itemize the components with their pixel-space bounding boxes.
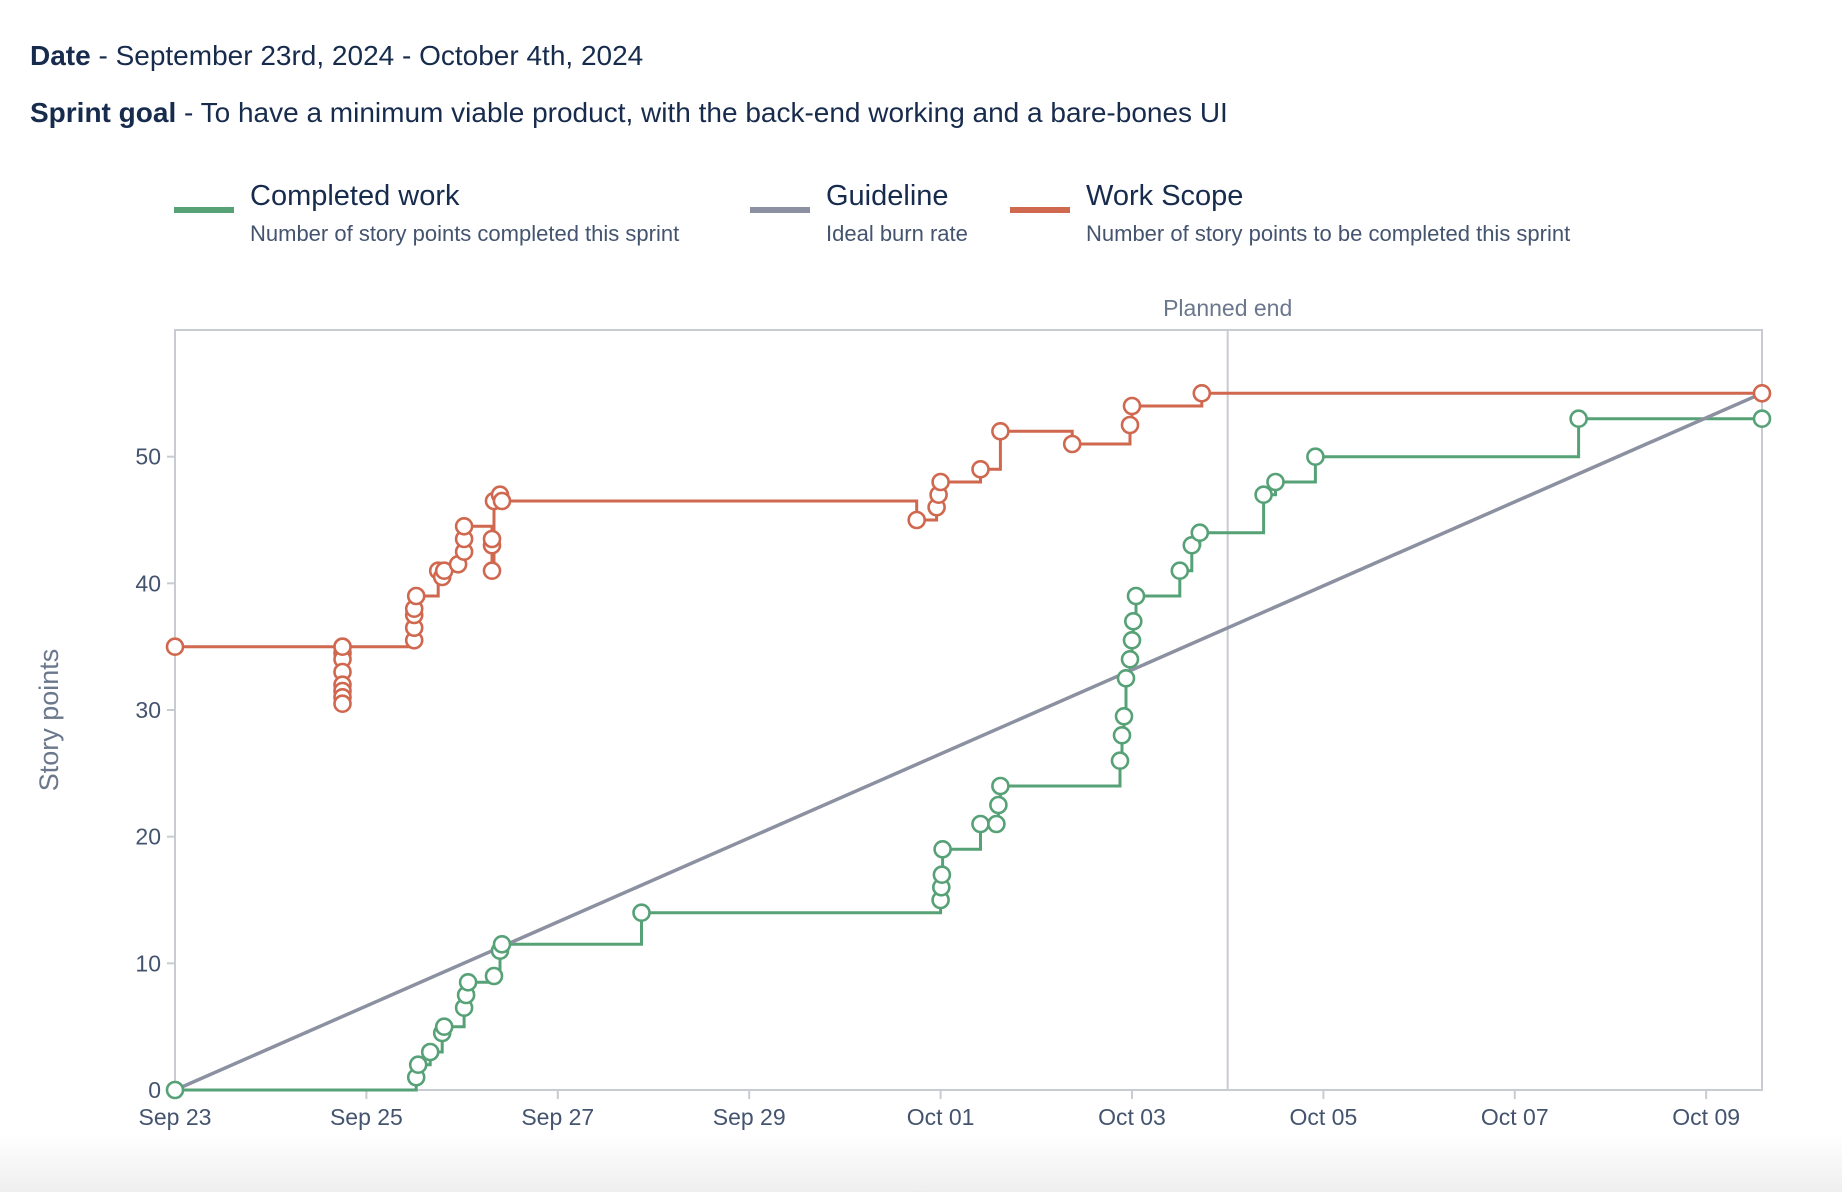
legend-desc-work-scope: Number of story points to be completed t… bbox=[1086, 221, 1571, 246]
x-tick-label: Sep 29 bbox=[713, 1104, 786, 1130]
sprint-goal-line: Sprint goal - To have a minimum viable p… bbox=[30, 97, 1228, 129]
data-point-completed-work bbox=[1190, 523, 1210, 543]
data-point-work-scope bbox=[971, 459, 990, 479]
goal-label: Sprint goal bbox=[30, 97, 177, 128]
data-point-work-scope bbox=[1120, 415, 1140, 435]
data-point-completed-work bbox=[971, 814, 990, 834]
data-point-completed-work bbox=[987, 814, 1006, 834]
data-point-completed-work bbox=[1752, 409, 1772, 429]
data-point-completed-work bbox=[1110, 751, 1130, 771]
y-axis-title: Story points bbox=[34, 649, 64, 792]
data-point-work-scope bbox=[1192, 383, 1212, 403]
data-point-work-scope bbox=[406, 586, 426, 606]
x-tick-label: Sep 23 bbox=[139, 1104, 212, 1130]
legend-swatch-guideline bbox=[750, 207, 810, 213]
data-point-completed-work bbox=[932, 865, 952, 885]
data-point-completed-work bbox=[989, 795, 1008, 815]
x-tick-label: Oct 05 bbox=[1289, 1104, 1357, 1130]
y-tick-label: 10 bbox=[135, 950, 161, 976]
y-tick-label: 20 bbox=[135, 824, 161, 850]
data-point-completed-work bbox=[492, 934, 512, 954]
data-point-completed-work bbox=[1266, 472, 1285, 492]
series-line-work-scope bbox=[175, 391, 1762, 704]
series-line-completed-work bbox=[175, 417, 1762, 1092]
goal-value: - To have a minimum viable product, with… bbox=[176, 97, 1228, 128]
data-point-work-scope bbox=[907, 510, 927, 530]
data-point-completed-work bbox=[408, 1055, 428, 1074]
data-point-completed-work bbox=[1254, 485, 1273, 505]
plot-frame bbox=[174, 329, 1763, 1091]
data-point-completed-work bbox=[1569, 409, 1588, 429]
x-tick-label: Sep 27 bbox=[521, 1104, 594, 1130]
data-point-work-scope bbox=[482, 529, 502, 549]
data-point-work-scope bbox=[454, 516, 474, 536]
data-point-completed-work bbox=[1120, 649, 1140, 669]
data-point-completed-work bbox=[458, 972, 478, 992]
x-tick-label: Oct 01 bbox=[907, 1104, 975, 1130]
legend-swatch-work-scope bbox=[1010, 207, 1070, 213]
legend-title-completed-work: Completed work bbox=[250, 180, 460, 212]
planned-end-label: Planned end bbox=[1163, 295, 1292, 321]
data-point-work-scope bbox=[333, 637, 352, 657]
date-value: - September 23rd, 2024 - October 4th, 20… bbox=[90, 40, 644, 71]
data-point-completed-work bbox=[484, 966, 504, 986]
data-point-completed-work bbox=[420, 1042, 440, 1062]
data-point-work-scope bbox=[991, 421, 1010, 441]
data-point-work-scope bbox=[333, 694, 352, 714]
data-point-completed-work bbox=[991, 776, 1010, 796]
data-point-completed-work bbox=[1126, 586, 1146, 606]
data-point-completed-work bbox=[434, 1017, 454, 1036]
data-point-completed-work bbox=[1116, 668, 1136, 688]
legend-title-work-scope: Work Scope bbox=[1086, 180, 1244, 212]
y-tick-label: 0 bbox=[148, 1077, 161, 1103]
data-point-completed-work bbox=[1114, 706, 1134, 726]
y-tick-label: 30 bbox=[135, 697, 161, 723]
data-point-completed-work bbox=[1112, 725, 1132, 745]
x-tick-label: Sep 25 bbox=[330, 1104, 403, 1130]
data-point-completed-work bbox=[1122, 630, 1142, 650]
data-point-work-scope bbox=[1122, 396, 1142, 416]
x-tick-label: Oct 03 bbox=[1098, 1104, 1166, 1130]
x-axis-title: Date bbox=[910, 1186, 967, 1192]
y-tick-label: 50 bbox=[135, 444, 161, 470]
data-point-work-scope bbox=[931, 472, 950, 492]
series-line-guideline bbox=[174, 391, 1763, 1092]
legend-desc-completed-work: Number of story points completed this sp… bbox=[250, 221, 680, 246]
legend-desc-guideline: Ideal burn rate bbox=[826, 221, 968, 246]
x-tick-label: Oct 07 bbox=[1481, 1104, 1549, 1130]
data-point-work-scope bbox=[1752, 383, 1772, 403]
date-label: Date bbox=[30, 40, 91, 71]
data-point-completed-work bbox=[165, 1080, 185, 1100]
data-point-work-scope bbox=[492, 491, 512, 511]
y-tick-label: 40 bbox=[135, 570, 161, 596]
data-point-completed-work bbox=[933, 839, 952, 859]
sprint-date-line: Date - September 23rd, 2024 - October 4t… bbox=[30, 40, 643, 72]
legend-title-guideline: Guideline bbox=[826, 180, 949, 212]
legend-swatch-completed-work bbox=[174, 207, 234, 213]
data-point-work-scope bbox=[482, 561, 502, 581]
data-point-completed-work bbox=[1170, 561, 1190, 581]
x-tick-label: Oct 09 bbox=[1672, 1104, 1740, 1130]
data-point-completed-work bbox=[1306, 447, 1325, 467]
data-point-completed-work bbox=[632, 903, 651, 923]
data-point-work-scope bbox=[165, 637, 185, 657]
data-point-work-scope bbox=[1062, 434, 1082, 454]
data-point-completed-work bbox=[1124, 611, 1143, 631]
